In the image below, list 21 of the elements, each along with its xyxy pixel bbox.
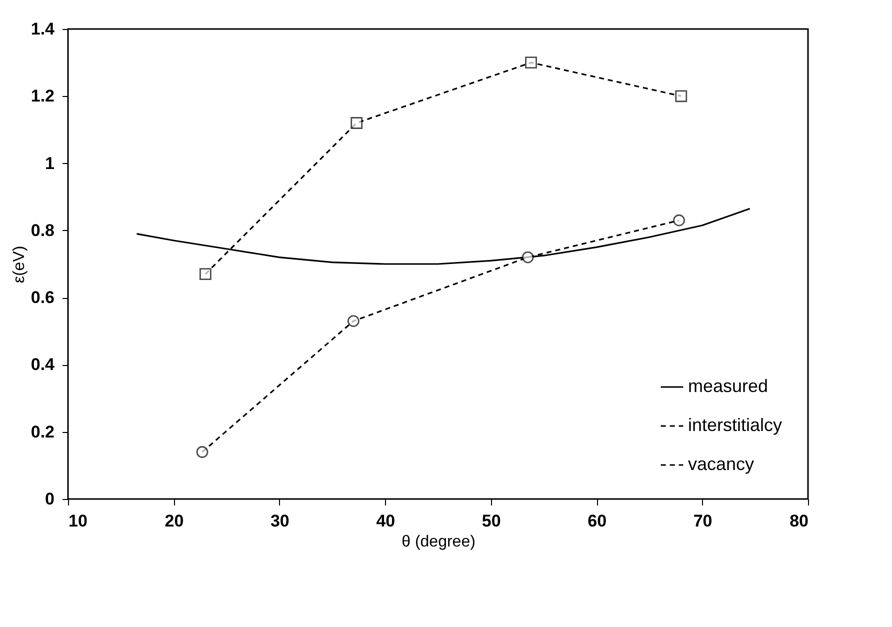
y-axis-title: ε(eV) (10, 246, 28, 284)
x-tick-label: 10 (68, 512, 88, 530)
y-tick-label: 1.4 (30, 20, 56, 38)
y-tick-label: 1.2 (30, 86, 54, 106)
x-tick-label: 40 (376, 512, 396, 530)
legend-label: vacancy (688, 454, 754, 474)
x-tick-label: 70 (693, 512, 712, 530)
y-tick-label: 0 (45, 490, 54, 508)
x-tick-label: 80 (790, 512, 808, 530)
x-tick-label: 20 (164, 512, 184, 530)
x-tick-label: 60 (588, 512, 607, 530)
y-tick-label: 1 (45, 154, 54, 173)
x-tick-label: 30 (270, 512, 290, 530)
x-axis-title: θ (degree) (402, 534, 476, 550)
y-tick-label: 0.6 (30, 288, 54, 308)
y-tick-label: 0.4 (30, 355, 56, 374)
legend-label: interstitialcy (688, 415, 782, 435)
x-tick-label: 50 (482, 512, 501, 530)
y-tick-label: 0.2 (30, 422, 54, 442)
y-tick-label: 0.8 (30, 220, 54, 240)
legend-label: measured (688, 376, 768, 396)
